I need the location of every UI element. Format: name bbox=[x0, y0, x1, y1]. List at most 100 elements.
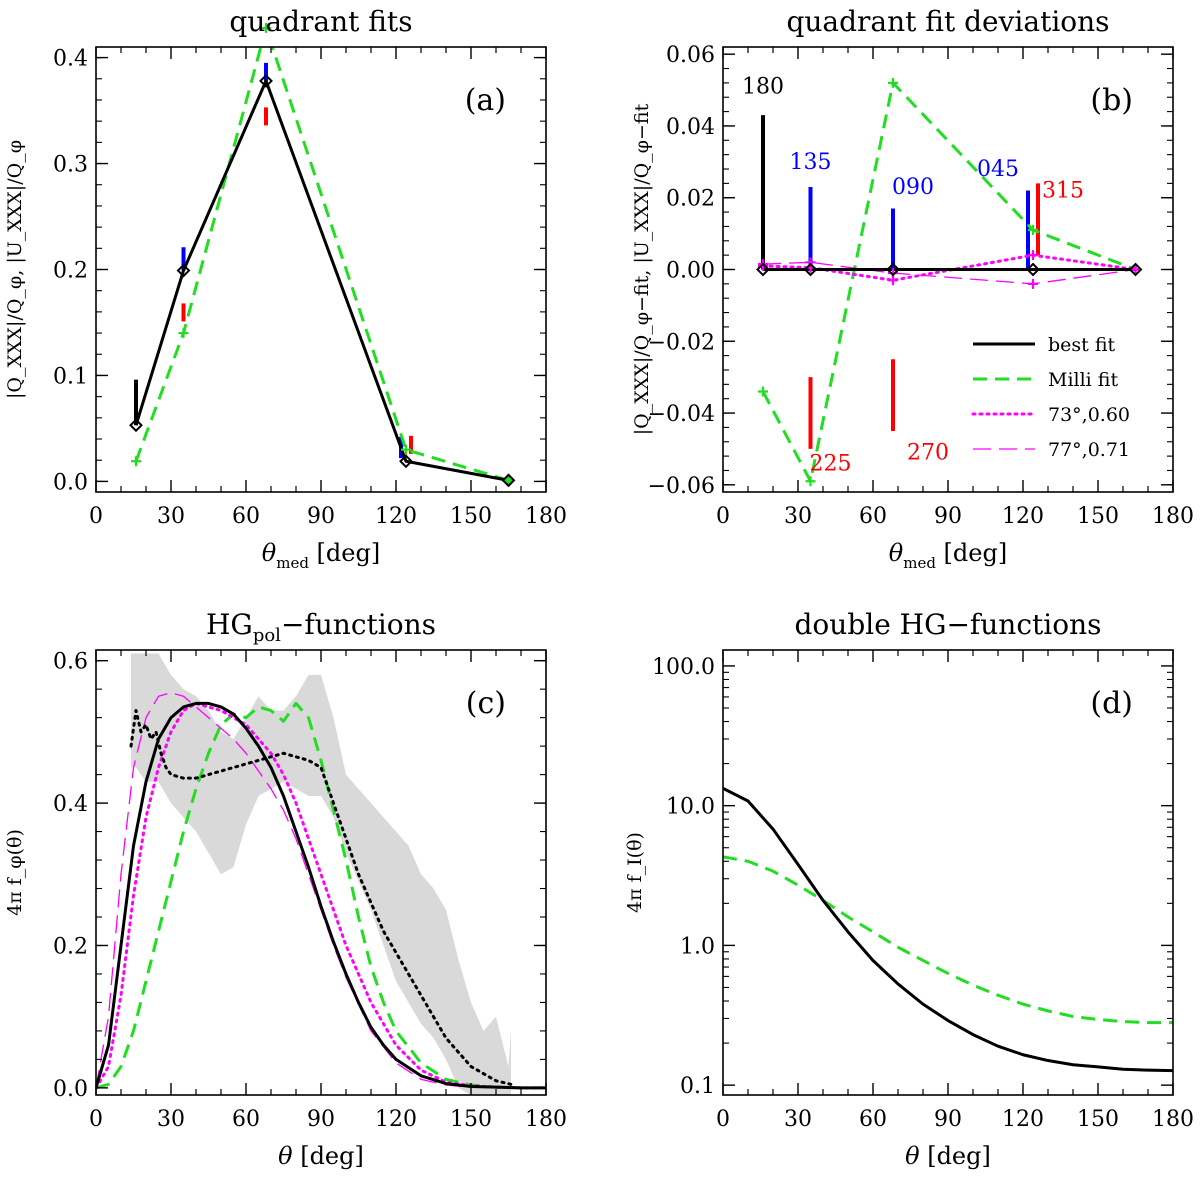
y-tick-label: 10.0 bbox=[666, 795, 715, 820]
chart-title: quadrant fit deviations bbox=[786, 5, 1109, 38]
x-tick-label: 60 bbox=[859, 1107, 887, 1132]
panel-b: 0 30 60 90 120 150 180 −0.06 −0.04 −0.02 0.00 0.02 0… bbox=[631, 5, 1194, 572]
marker-diamond bbox=[501, 473, 516, 488]
x-tick-label: 90 bbox=[307, 504, 335, 529]
x-tick-label: 60 bbox=[859, 504, 887, 529]
marker-plus bbox=[1028, 278, 1038, 289]
marker-plus bbox=[805, 257, 816, 268]
x-tick-label: 0 bbox=[716, 504, 730, 529]
x-tick-label: 90 bbox=[307, 1107, 335, 1132]
x-tick-label: 150 bbox=[450, 504, 492, 529]
series-73-0-60 bbox=[761, 253, 1137, 282]
marker-plus bbox=[1130, 264, 1141, 275]
x-tick-label: 120 bbox=[375, 1107, 417, 1132]
series-best-fit bbox=[723, 787, 1173, 1073]
y-tick-label: 0.1 bbox=[53, 364, 88, 389]
marker-diamond bbox=[756, 262, 770, 277]
marker-plus bbox=[888, 268, 898, 279]
x-tick-label: 150 bbox=[1077, 1107, 1119, 1132]
x-axis-label: θmed [deg] bbox=[262, 539, 380, 572]
x-tick-label: 120 bbox=[1002, 504, 1044, 529]
y-tick-label: 0.4 bbox=[53, 792, 88, 817]
y-tick-label: 0.00 bbox=[666, 259, 715, 284]
y-tick-label: −0.06 bbox=[648, 474, 715, 499]
marker-plus bbox=[1028, 225, 1038, 236]
y-tick-label: 1.0 bbox=[680, 934, 715, 959]
marker-plus bbox=[401, 444, 411, 455]
y-tick-label: 0.1 bbox=[680, 1074, 715, 1099]
marker-plus bbox=[758, 386, 768, 397]
legend: best fit Milli fit 73°,0.60 77°,0.71 bbox=[971, 334, 1130, 461]
marker-diamond bbox=[129, 418, 143, 433]
angle-label-135: 135 bbox=[790, 150, 832, 175]
x-tick-label: 60 bbox=[232, 504, 260, 529]
x-tick-label: 120 bbox=[375, 504, 417, 529]
angle-label-270: 270 bbox=[907, 441, 949, 466]
plot-area bbox=[96, 653, 546, 1095]
series-73-0-60 bbox=[96, 701, 546, 1090]
marker-plus bbox=[888, 77, 898, 88]
y-tick-label: 0.0 bbox=[53, 1077, 88, 1102]
marker-diamond bbox=[259, 73, 273, 88]
series-best-fit bbox=[134, 79, 509, 482]
marker-plus bbox=[178, 328, 189, 339]
y-axis-label: |Q_XXX|/Q_φ−fit, |U_XXX|/Q_φ−fit bbox=[631, 103, 653, 435]
marker-plus bbox=[805, 476, 816, 487]
chart-title: quadrant fits bbox=[229, 5, 412, 38]
x-tick-label: 0 bbox=[716, 1107, 730, 1132]
marker-diamond bbox=[886, 262, 900, 277]
x-tick-label: 30 bbox=[157, 504, 185, 529]
series-best-fit bbox=[96, 701, 546, 1090]
y-tick-label: 0.0 bbox=[53, 470, 88, 495]
angle-label-180: 180 bbox=[742, 75, 784, 100]
y-tick-label: 0.6 bbox=[53, 650, 88, 675]
x-axis-label: θ [deg] bbox=[278, 1142, 364, 1170]
angle-label-315: 315 bbox=[1042, 179, 1084, 204]
x-axis-label: θmed [deg] bbox=[889, 539, 1007, 572]
y-tick-label: 0.02 bbox=[666, 187, 715, 212]
series-milli-fit bbox=[96, 701, 546, 1090]
legend-label: 73°,0.60 bbox=[1048, 404, 1130, 426]
marker-plus bbox=[131, 456, 141, 467]
x-tick-label: 90 bbox=[934, 1107, 962, 1132]
series-data bbox=[129, 709, 513, 1086]
x-axis-label: θ [deg] bbox=[905, 1142, 991, 1170]
chart-title: double HG−functions bbox=[795, 608, 1102, 641]
chart-title: HGpol−functions bbox=[206, 608, 436, 646]
angle-label-225: 225 bbox=[810, 451, 852, 476]
x-tick-label: 0 bbox=[89, 504, 103, 529]
panel-tag: (c) bbox=[466, 686, 506, 721]
x-tick-label: 150 bbox=[450, 1107, 492, 1132]
series-milli-fit bbox=[723, 855, 1173, 1025]
panel-tag: (d) bbox=[1090, 686, 1133, 721]
plot-area bbox=[723, 787, 1173, 1073]
y-tick-label: 0.2 bbox=[53, 934, 88, 959]
x-tick-label: 30 bbox=[784, 1107, 812, 1132]
legend-label: 77°,0.71 bbox=[1048, 439, 1130, 461]
y-axis-label: 4π f_I(θ) bbox=[624, 832, 646, 913]
panel-c: 0 30 60 90 120 150 180 0.0 0.2 0.4 0.6 HGpol−functi… bbox=[4, 608, 567, 1170]
x-tick-label: 90 bbox=[934, 504, 962, 529]
x-tick-label: 30 bbox=[784, 504, 812, 529]
y-tick-label: 0.3 bbox=[53, 153, 88, 178]
y-axis-label: 4π f_φ(θ) bbox=[4, 829, 26, 916]
panel-tag: (a) bbox=[465, 83, 506, 118]
legend-label: Milli fit bbox=[1048, 369, 1118, 391]
y-tick-label: 0.2 bbox=[53, 259, 88, 284]
panel-d: 0 30 60 90 120 150 180 0.1 1.0 10.0 100.0 double HG… bbox=[624, 608, 1194, 1170]
y-axis-label: |Q_XXX|/Q_φ, |U_XXX|/Q_φ bbox=[4, 140, 26, 399]
marker-diamond bbox=[1026, 262, 1040, 277]
marker-diamond bbox=[1128, 262, 1143, 277]
angle-label-045: 045 bbox=[977, 157, 1019, 182]
x-tick-label: 60 bbox=[232, 1107, 260, 1132]
x-tick-label: 120 bbox=[1002, 1107, 1044, 1132]
x-tick-label: 180 bbox=[525, 1107, 567, 1132]
marker-diamond bbox=[399, 454, 413, 469]
x-tick-label: 150 bbox=[1077, 504, 1119, 529]
x-tick-label: 0 bbox=[89, 1107, 103, 1132]
y-tick-label: 0.04 bbox=[666, 115, 715, 140]
y-tick-label: −0.04 bbox=[648, 402, 715, 427]
series-milli-fit bbox=[134, 47, 509, 482]
plot-area bbox=[134, 47, 509, 482]
